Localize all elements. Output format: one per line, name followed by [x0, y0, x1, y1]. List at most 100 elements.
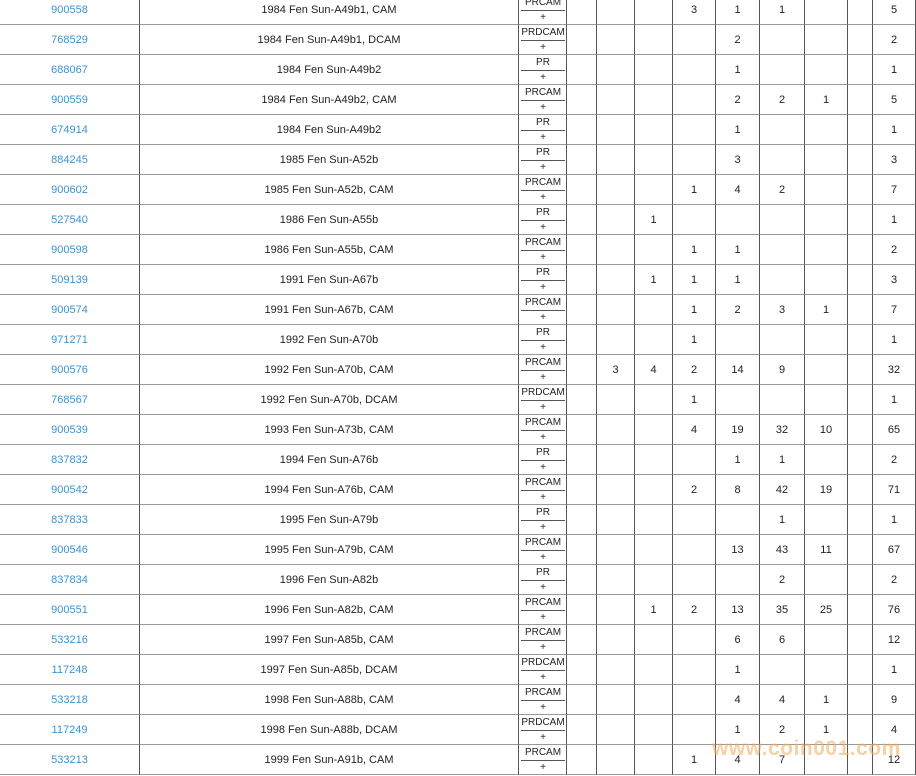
count: [805, 655, 848, 685]
count: [760, 205, 805, 235]
row-id[interactable]: 900574: [0, 295, 140, 325]
count: [597, 205, 635, 235]
count: 4: [635, 355, 673, 385]
grade-cell: [519, 745, 567, 775]
row-id[interactable]: 527540: [0, 205, 140, 235]
count: [635, 325, 673, 355]
grade: PR: [521, 56, 565, 71]
count: [567, 595, 597, 625]
count: [597, 595, 635, 625]
count: [567, 265, 597, 295]
count: [673, 625, 716, 655]
count: 14: [716, 355, 760, 385]
count: [597, 265, 635, 295]
count: [760, 325, 805, 355]
plus: +: [540, 42, 546, 53]
description: 1984 Fen Sun-A49b2: [140, 115, 519, 145]
row-id[interactable]: 688067: [0, 55, 140, 85]
row-id[interactable]: 533213: [0, 745, 140, 775]
count: [635, 505, 673, 535]
total: 71: [873, 475, 916, 505]
row-id[interactable]: 900576: [0, 355, 140, 385]
count: [760, 145, 805, 175]
count: [567, 535, 597, 565]
row-id[interactable]: 900559: [0, 85, 140, 115]
row-id[interactable]: 837833: [0, 505, 140, 535]
count: [848, 415, 873, 445]
row-id[interactable]: 117248: [0, 655, 140, 685]
count: 6: [716, 625, 760, 655]
row-id[interactable]: 900558: [0, 0, 140, 25]
count: 6: [760, 625, 805, 655]
row-id[interactable]: 674914: [0, 115, 140, 145]
count: [848, 265, 873, 295]
grade-cell: [519, 85, 567, 115]
count: [760, 25, 805, 55]
row-id[interactable]: 837832: [0, 445, 140, 475]
count: [597, 535, 635, 565]
grade-cell: [519, 625, 567, 655]
count: 4: [716, 745, 760, 775]
count: [673, 685, 716, 715]
total: 2: [873, 235, 916, 265]
row-id[interactable]: 768567: [0, 385, 140, 415]
description: 1997 Fen Sun-A85b, CAM: [140, 625, 519, 655]
count: [673, 115, 716, 145]
count: [673, 505, 716, 535]
total: 5: [873, 85, 916, 115]
count: 1: [805, 715, 848, 745]
count: 1: [673, 295, 716, 325]
count: [805, 745, 848, 775]
grade-cell: [519, 715, 567, 745]
count: 1: [673, 235, 716, 265]
total: 32: [873, 355, 916, 385]
count: [848, 145, 873, 175]
row-id[interactable]: 884245: [0, 145, 140, 175]
row-id[interactable]: 900542: [0, 475, 140, 505]
row-id[interactable]: 900551: [0, 595, 140, 625]
count: [805, 385, 848, 415]
count: 3: [673, 0, 716, 25]
row-id[interactable]: 971271: [0, 325, 140, 355]
description: 1994 Fen Sun-A76b, CAM: [140, 475, 519, 505]
row-id[interactable]: 837834: [0, 565, 140, 595]
row-id[interactable]: 900602: [0, 175, 140, 205]
total: 12: [873, 625, 916, 655]
count: 11: [805, 535, 848, 565]
plus: +: [540, 552, 546, 563]
grade-cell: [519, 505, 567, 535]
row-id[interactable]: 900598: [0, 235, 140, 265]
count: [597, 385, 635, 415]
count: [805, 325, 848, 355]
count: [597, 235, 635, 265]
grade-cell: [519, 325, 567, 355]
row-id[interactable]: 900539: [0, 415, 140, 445]
plus: +: [540, 402, 546, 413]
row-id[interactable]: 117249: [0, 715, 140, 745]
plus: +: [540, 252, 546, 263]
count: 25: [805, 595, 848, 625]
count: 1: [716, 55, 760, 85]
count: [567, 565, 597, 595]
row-id[interactable]: 900546: [0, 535, 140, 565]
count: [805, 0, 848, 25]
row-id[interactable]: 533218: [0, 685, 140, 715]
plus: +: [540, 582, 546, 593]
grade: PR: [521, 146, 565, 161]
count: [848, 0, 873, 25]
row-id[interactable]: 533216: [0, 625, 140, 655]
count: [716, 205, 760, 235]
count: [567, 55, 597, 85]
count: 1: [716, 265, 760, 295]
description: 1996 Fen Sun-A82b, CAM: [140, 595, 519, 625]
grade: PR: [521, 566, 565, 581]
count: [805, 445, 848, 475]
description: 1984 Fen Sun-A49b2: [140, 55, 519, 85]
count: [673, 565, 716, 595]
plus: +: [540, 372, 546, 383]
count: [673, 55, 716, 85]
count: 1: [805, 295, 848, 325]
row-id[interactable]: 509139: [0, 265, 140, 295]
row-id[interactable]: 768529: [0, 25, 140, 55]
